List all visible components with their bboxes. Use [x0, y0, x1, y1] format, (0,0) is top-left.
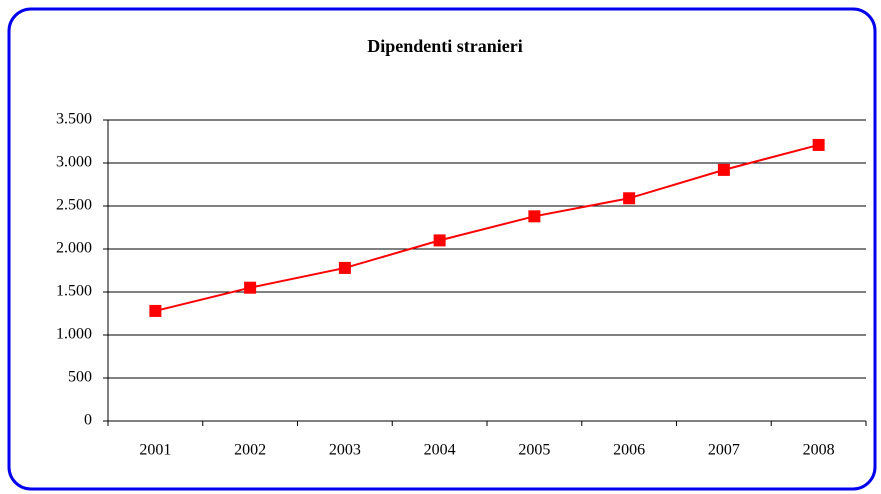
point-marker [433, 234, 446, 247]
x-tick-label: 2001 [139, 442, 171, 459]
point-marker [812, 138, 825, 151]
y-tick-label: 500 [68, 369, 92, 386]
point-marker [623, 192, 636, 205]
x-tick-label: 2006 [613, 442, 645, 459]
series-line [155, 143, 819, 312]
y-tick-label: 2.000 [56, 240, 92, 257]
y-tick-label: 3.500 [56, 111, 92, 128]
x-tick-label: 2003 [329, 442, 361, 459]
y-tick-label: 2.500 [56, 197, 92, 214]
y-tick-label: 0 [84, 412, 92, 429]
point-marker [244, 281, 257, 294]
y-tick-label: 1.500 [56, 283, 92, 300]
x-tick-label: 2007 [708, 442, 740, 459]
x-tick-label: 2005 [518, 442, 550, 459]
y-tick-label: 3.000 [56, 154, 92, 171]
point-marker [338, 261, 351, 274]
chart-title: Dipendenti stranieri [367, 36, 523, 56]
point-marker [528, 210, 541, 223]
point-marker [717, 163, 730, 176]
x-tick-label: 2004 [424, 442, 456, 459]
x-tick-label: 2002 [234, 442, 266, 459]
x-tick-label: 2008 [803, 442, 835, 459]
y-tick-label: 1.000 [56, 326, 92, 343]
point-marker [149, 304, 162, 317]
